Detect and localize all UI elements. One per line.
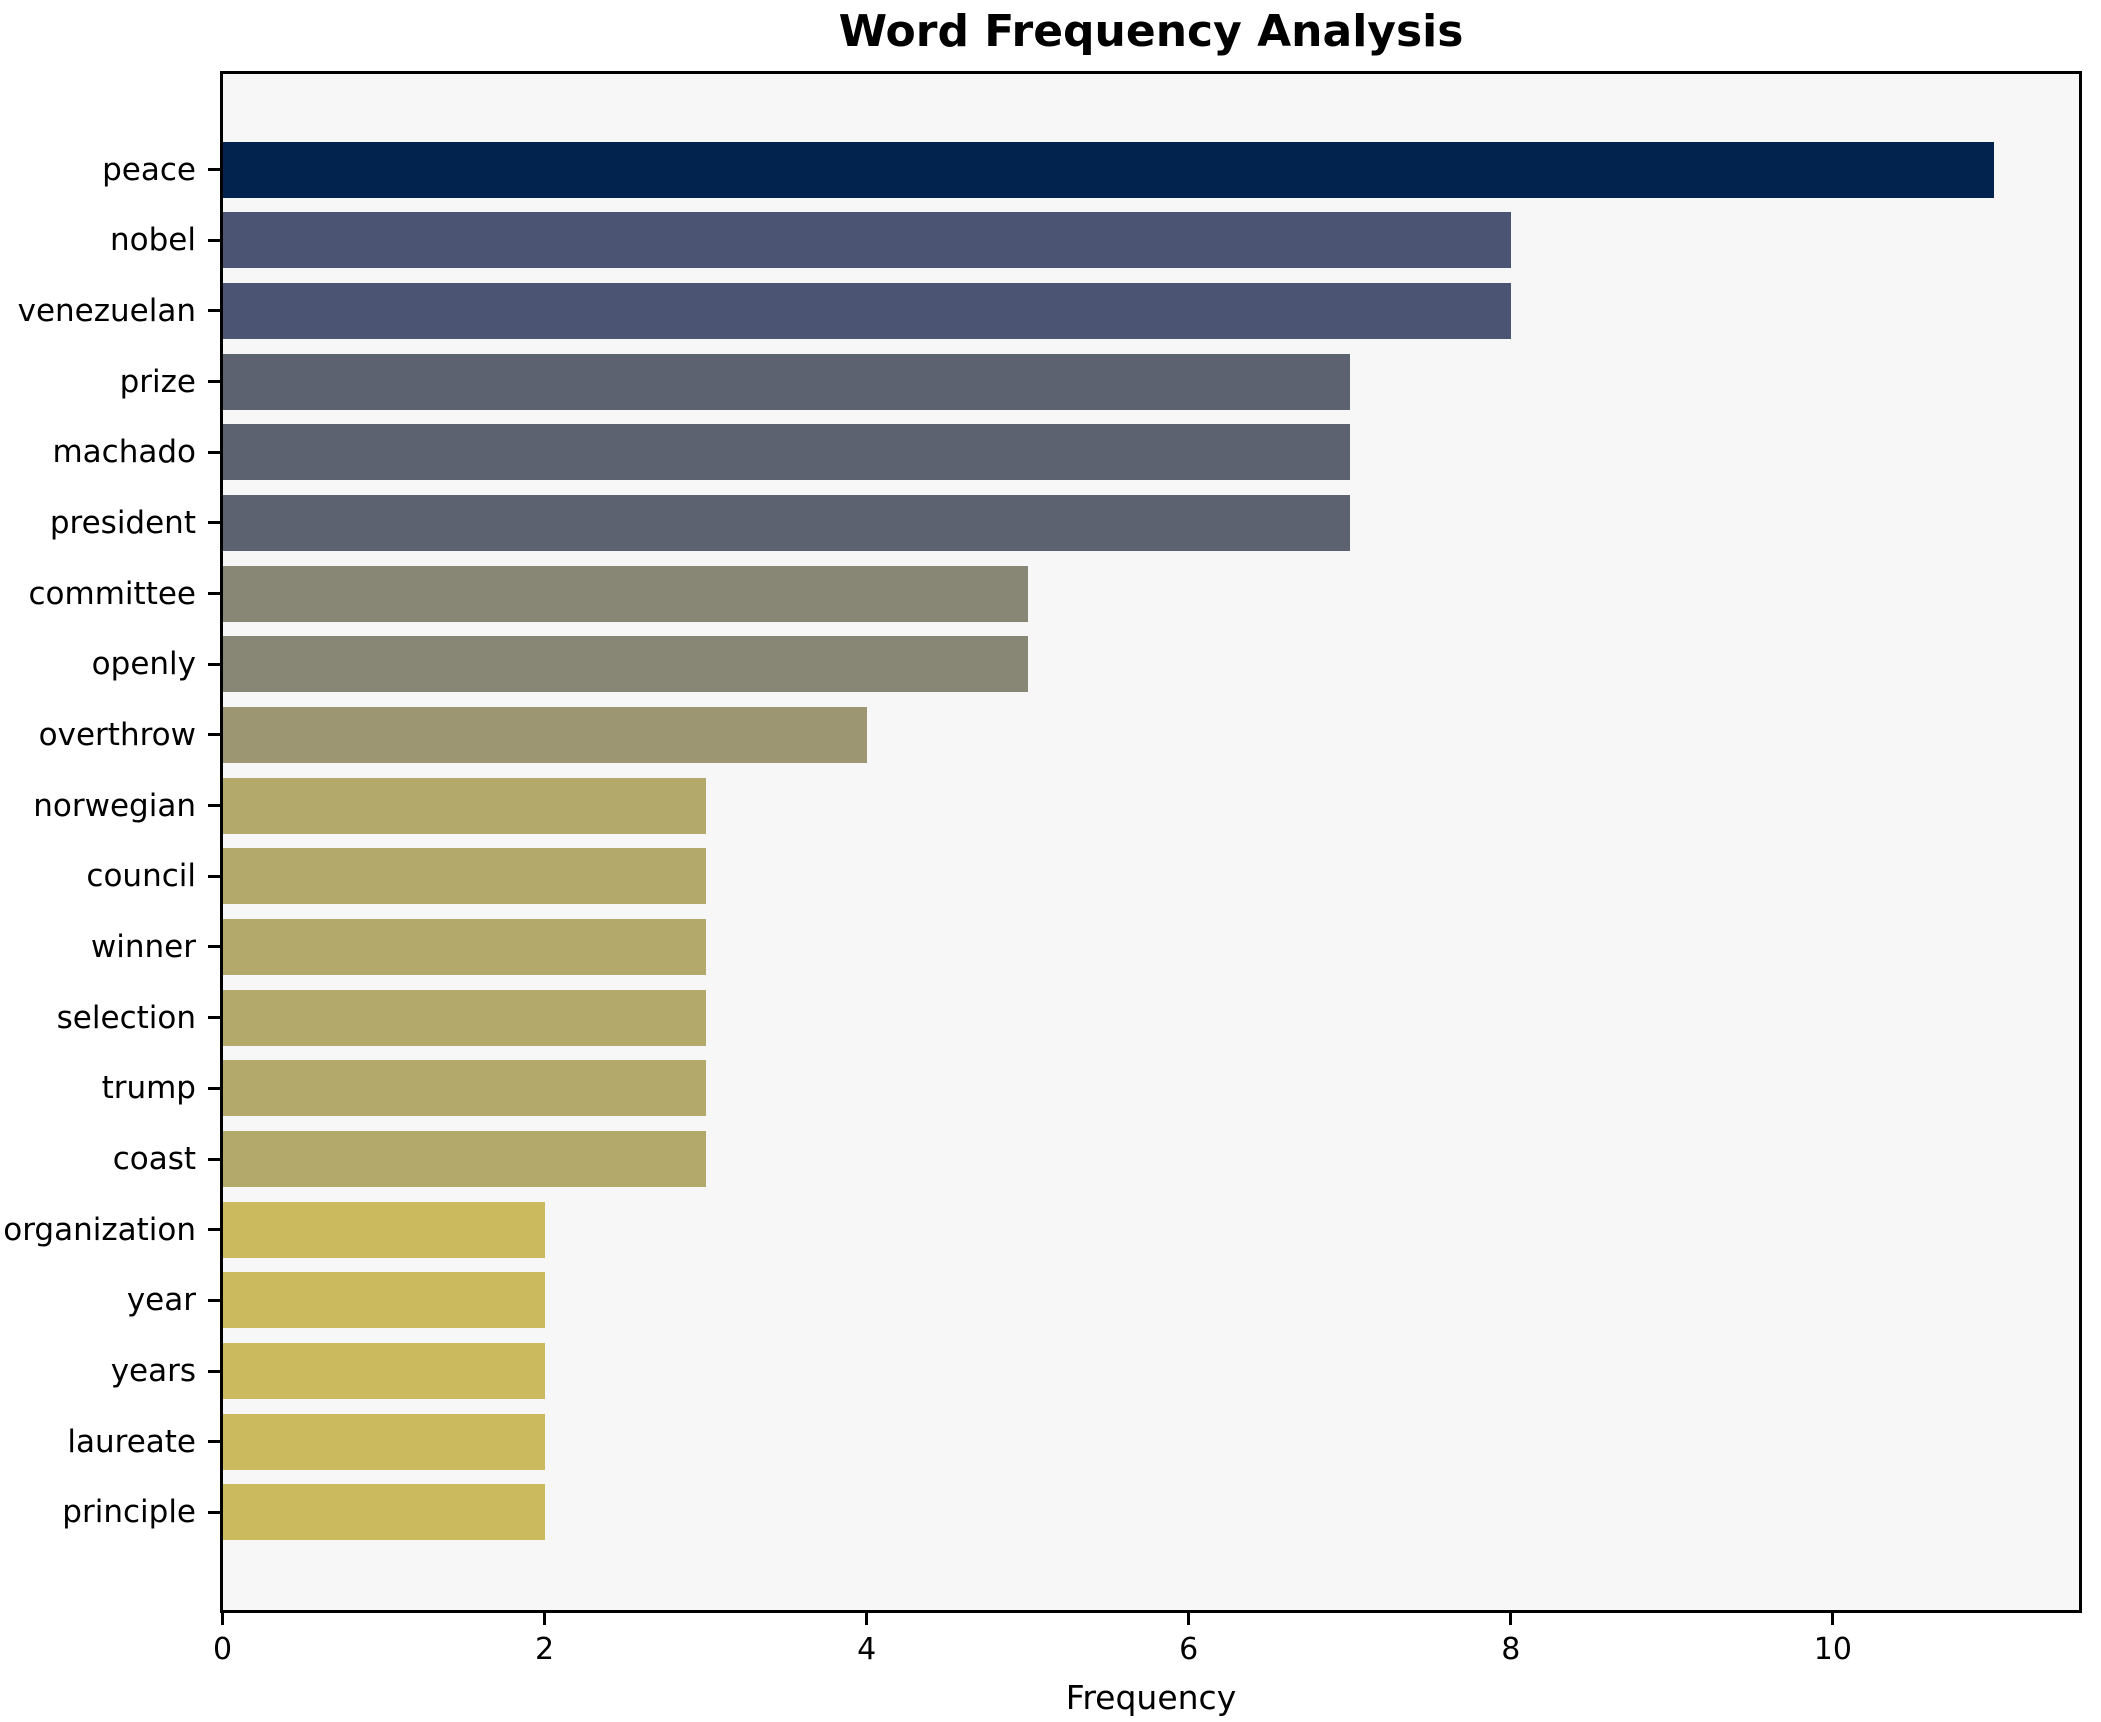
y-tick-mark (208, 1157, 221, 1161)
bar-principle (223, 1484, 546, 1541)
bar-president (223, 494, 1351, 551)
bar-council (223, 848, 707, 905)
y-tick-mark (208, 380, 221, 384)
y-axis-label-president: president (49, 504, 196, 541)
y-tick-mark (208, 1228, 221, 1232)
x-tick-label-4: 4 (857, 1632, 877, 1667)
y-tick-mark (208, 1440, 221, 1444)
bar-norwegian (223, 777, 707, 834)
y-tick-mark (208, 804, 221, 808)
y-axis-label-coast: coast (112, 1141, 196, 1178)
y-axis-label-prize: prize (119, 363, 196, 400)
y-axis-label-selection: selection (56, 999, 196, 1036)
y-axis-label-machado: machado (52, 434, 196, 471)
x-tick-mark (543, 1612, 547, 1625)
bar-years (223, 1343, 546, 1400)
y-tick-mark (208, 1369, 221, 1373)
y-tick-mark (208, 733, 221, 737)
bar-prize (223, 353, 1351, 410)
y-tick-mark (208, 1298, 221, 1302)
bar-overthrow (223, 706, 868, 763)
bar-year (223, 1272, 546, 1329)
y-tick-mark (208, 309, 221, 313)
x-tick-label-6: 6 (1179, 1632, 1199, 1667)
y-tick-mark (208, 592, 221, 596)
y-axis-label-committee: committee (28, 575, 196, 612)
x-tick-mark (1187, 1612, 1191, 1625)
bar-laureate (223, 1413, 546, 1470)
bar-organization (223, 1201, 546, 1258)
y-tick-mark (208, 1016, 221, 1020)
y-axis-label-nobel: nobel (110, 222, 196, 259)
y-axis-label-overthrow: overthrow (38, 716, 196, 753)
y-axis-label-laureate: laureate (67, 1423, 196, 1460)
y-tick-mark (208, 1086, 221, 1090)
x-tick-mark (1509, 1612, 1513, 1625)
chart-title: Word Frequency Analysis (838, 6, 1464, 57)
x-tick-label-0: 0 (212, 1632, 233, 1667)
bar-peace (223, 141, 1995, 198)
y-tick-mark (208, 450, 221, 454)
bar-openly (223, 636, 1029, 693)
y-axis-label-norwegian: norwegian (33, 787, 196, 824)
y-axis-label-organization: organization (3, 1211, 196, 1248)
y-tick-mark (208, 1510, 221, 1514)
y-tick-mark (208, 662, 221, 666)
bar-machado (223, 424, 1351, 481)
bar-nobel (223, 212, 1512, 269)
y-axis-label-years: years (110, 1353, 196, 1390)
bar-coast (223, 1131, 707, 1188)
y-axis-label-council: council (86, 858, 196, 895)
y-axis-label-venezuelan: venezuelan (17, 292, 196, 329)
y-axis-label-year: year (126, 1282, 196, 1319)
y-axis-label-principle: principle (62, 1494, 196, 1531)
y-axis-label-winner: winner (90, 928, 196, 965)
bar-venezuelan (223, 282, 1512, 339)
x-tick-mark (1831, 1612, 1835, 1625)
x-tick-label-8: 8 (1501, 1632, 1521, 1667)
y-axis-label-openly: openly (91, 646, 196, 683)
bar-committee (223, 565, 1029, 622)
bar-winner (223, 918, 707, 975)
y-axis-label-peace: peace (102, 151, 196, 188)
x-tick-mark (865, 1612, 869, 1625)
x-axis-title: Frequency (1065, 1678, 1237, 1717)
y-tick-mark (208, 521, 221, 525)
y-tick-mark (208, 945, 221, 949)
bar-selection (223, 989, 707, 1046)
y-tick-mark (208, 168, 221, 171)
y-axis-label-trump: trump (101, 1070, 196, 1107)
y-tick-mark (208, 874, 221, 878)
y-tick-mark (208, 238, 221, 242)
x-tick-label-2: 2 (535, 1632, 555, 1667)
x-tick-mark (221, 1612, 224, 1625)
x-tick-label-10: 10 (1813, 1632, 1852, 1667)
bar-trump (223, 1060, 707, 1117)
